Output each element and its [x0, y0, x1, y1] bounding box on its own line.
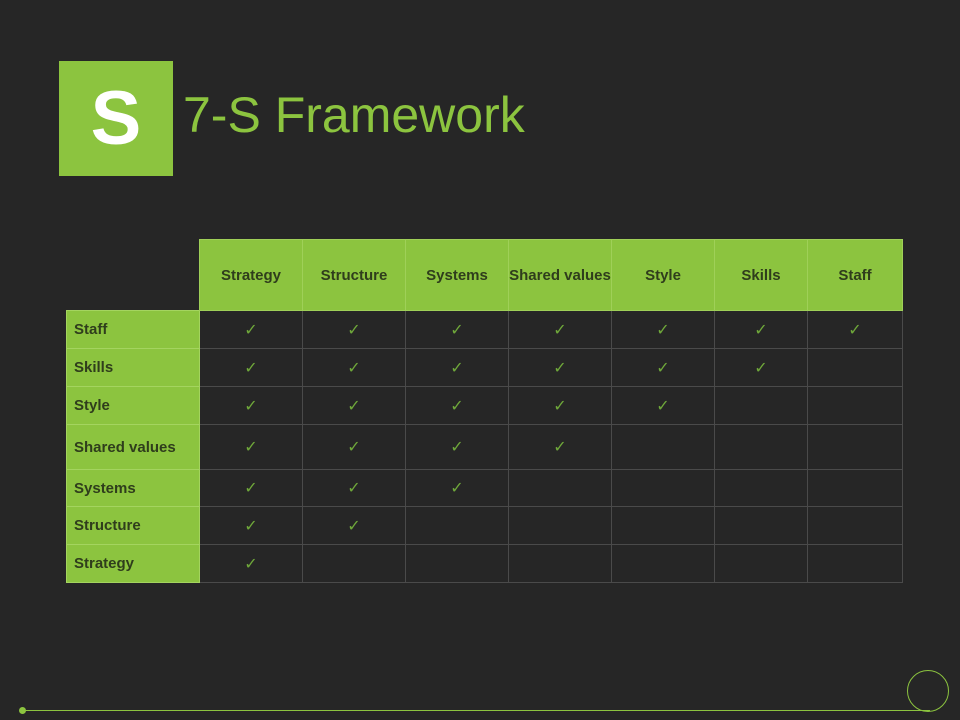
empty-cell — [611, 544, 715, 583]
table-row: Skills ✓ ✓ ✓ ✓ ✓ ✓ — [66, 348, 903, 387]
row-header: Skills — [66, 348, 200, 387]
check-icon: ✓ — [405, 386, 509, 425]
row-header: Staff — [66, 310, 200, 349]
page-title: 7-S Framework — [183, 87, 525, 143]
column-header: Structure — [302, 239, 406, 311]
check-icon: ✓ — [302, 310, 406, 349]
check-icon: ✓ — [508, 424, 612, 470]
column-header: Skills — [714, 239, 808, 311]
check-icon: ✓ — [302, 506, 406, 545]
column-header: Shared values — [508, 239, 612, 311]
check-icon: ✓ — [807, 310, 903, 349]
empty-cell — [714, 506, 808, 545]
check-icon: ✓ — [611, 310, 715, 349]
check-icon: ✓ — [611, 348, 715, 387]
table-row: Structure ✓ ✓ — [66, 506, 903, 545]
empty-cell — [714, 544, 808, 583]
empty-cell — [405, 544, 509, 583]
table-row: Staff ✓ ✓ ✓ ✓ ✓ ✓ ✓ — [66, 310, 903, 349]
empty-cell — [611, 469, 715, 507]
check-icon: ✓ — [199, 544, 303, 583]
table-row: Style ✓ ✓ ✓ ✓ ✓ — [66, 386, 903, 425]
check-icon: ✓ — [611, 386, 715, 425]
logo-s: S — [59, 61, 173, 176]
table-row: Systems ✓ ✓ ✓ — [66, 469, 903, 507]
framework-matrix: Strategy Structure Systems Shared values Sty… — [66, 239, 903, 583]
row-header: Structure — [66, 506, 200, 545]
row-header: Style — [66, 386, 200, 425]
empty-cell — [302, 544, 406, 583]
empty-cell — [807, 506, 903, 545]
empty-cell — [807, 348, 903, 387]
check-icon: ✓ — [405, 469, 509, 507]
corner-cell — [67, 240, 200, 311]
row-header: Strategy — [66, 544, 200, 583]
footer-circle-ornament — [907, 670, 949, 712]
empty-cell — [807, 386, 903, 425]
empty-cell — [714, 469, 808, 507]
footer-dot — [19, 707, 26, 714]
check-icon: ✓ — [714, 310, 808, 349]
check-icon: ✓ — [302, 469, 406, 507]
empty-cell — [714, 386, 808, 425]
check-icon: ✓ — [199, 469, 303, 507]
empty-cell — [508, 506, 612, 545]
check-icon: ✓ — [405, 348, 509, 387]
check-icon: ✓ — [302, 348, 406, 387]
check-icon: ✓ — [302, 424, 406, 470]
check-icon: ✓ — [199, 506, 303, 545]
table-row: Shared values ✓ ✓ ✓ ✓ — [66, 424, 903, 470]
empty-cell — [714, 424, 808, 470]
check-icon: ✓ — [405, 424, 509, 470]
row-header: Systems — [66, 469, 200, 507]
check-icon: ✓ — [199, 424, 303, 470]
check-icon: ✓ — [405, 310, 509, 349]
empty-cell — [807, 544, 903, 583]
column-header: Staff — [807, 239, 903, 311]
column-header: Systems — [405, 239, 509, 311]
check-icon: ✓ — [508, 386, 612, 425]
empty-cell — [508, 469, 612, 507]
empty-cell — [405, 506, 509, 545]
empty-cell — [807, 469, 903, 507]
empty-cell — [508, 544, 612, 583]
check-icon: ✓ — [508, 348, 612, 387]
check-icon: ✓ — [199, 348, 303, 387]
check-icon: ✓ — [199, 386, 303, 425]
empty-cell — [611, 424, 715, 470]
column-header: Strategy — [199, 239, 303, 311]
check-icon: ✓ — [199, 310, 303, 349]
empty-cell — [807, 424, 903, 470]
table-row: Strategy ✓ — [66, 544, 903, 583]
row-header: Shared values — [66, 424, 200, 470]
check-icon: ✓ — [302, 386, 406, 425]
check-icon: ✓ — [714, 348, 808, 387]
footer-line — [22, 710, 930, 711]
column-header: Style — [611, 239, 715, 311]
empty-cell — [611, 506, 715, 545]
check-icon: ✓ — [508, 310, 612, 349]
